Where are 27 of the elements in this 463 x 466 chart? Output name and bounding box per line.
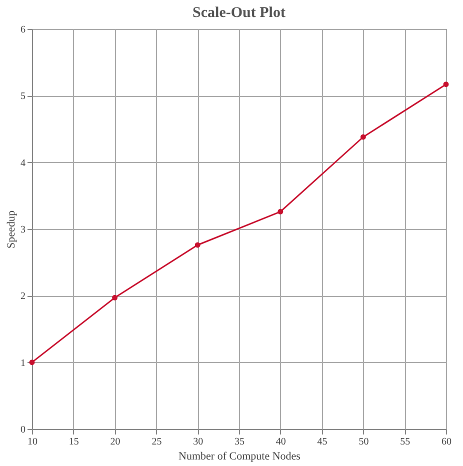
y-tick-label: 0 bbox=[20, 424, 26, 436]
x-tick-label: 60 bbox=[442, 436, 452, 448]
y-tick-label: 2 bbox=[20, 291, 26, 302]
chart-title: Scale-Out Plot bbox=[192, 5, 286, 21]
x-tick-label: 10 bbox=[28, 436, 38, 448]
x-tick-label: 40 bbox=[276, 436, 286, 448]
y-tick-label: 3 bbox=[20, 224, 26, 236]
y-tick-label: 4 bbox=[20, 158, 26, 169]
x-tick-label: 20 bbox=[110, 436, 120, 448]
x-axis-title: Number of Compute Nodes bbox=[178, 450, 300, 462]
point bbox=[29, 360, 35, 366]
point bbox=[443, 82, 449, 88]
x-tick-label: 50 bbox=[358, 436, 369, 448]
point bbox=[360, 134, 366, 140]
x-tick-label: 55 bbox=[400, 436, 410, 448]
y-axis-title: Speedup bbox=[6, 210, 18, 248]
y-tick-label: 5 bbox=[20, 91, 26, 102]
y-tick-label: 6 bbox=[20, 24, 26, 36]
x-tick-label: 30 bbox=[193, 436, 204, 448]
x-tick-label: 35 bbox=[234, 436, 244, 448]
x-tick-label: 15 bbox=[68, 436, 79, 448]
y-tick-label: 1 bbox=[20, 358, 26, 369]
point bbox=[278, 208, 284, 214]
point bbox=[112, 294, 118, 300]
x-tick-label: 25 bbox=[152, 436, 162, 448]
point bbox=[194, 242, 200, 248]
x-tick-label: 45 bbox=[317, 436, 328, 448]
